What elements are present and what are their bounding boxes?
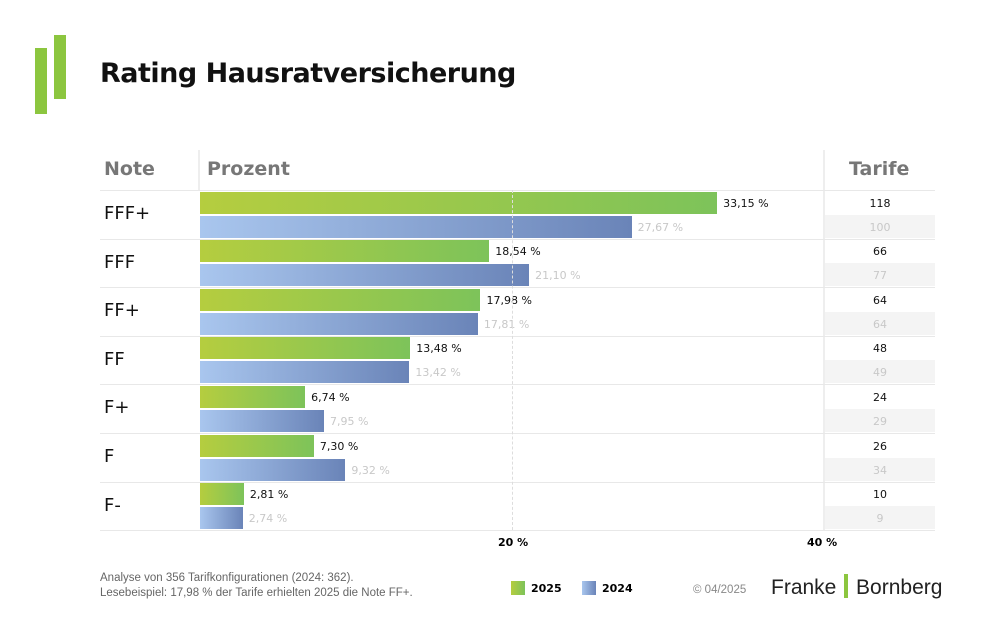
tarife-count: 77: [873, 269, 887, 283]
note-label: FF+: [104, 300, 140, 322]
bar-2024: [200, 215, 632, 238]
brand-bar: [844, 574, 849, 598]
bar-2024: [200, 312, 478, 335]
tarife-row-bg: [825, 457, 935, 481]
row-divider: [100, 384, 935, 386]
tarife-row-bg: [825, 263, 935, 287]
data-label: 17,98 %: [486, 293, 532, 307]
data-label: 6,74 %: [311, 390, 350, 404]
data-label: 13,42 %: [415, 366, 461, 380]
footnote-line: Analyse von 356 Tarifkonfigurationen (20…: [100, 572, 354, 584]
bar-2025: [200, 288, 481, 311]
bar-2024: [200, 507, 243, 530]
bar-2025: [200, 191, 718, 214]
bar-2025: [200, 337, 411, 360]
bar-2025: [200, 483, 244, 506]
page-title: Rating Hausratversicherung: [100, 58, 516, 89]
bar-2025: [200, 434, 314, 457]
logo-mark: [35, 48, 47, 114]
legend-swatch-2024: [582, 581, 596, 595]
tarife-count: 26: [873, 439, 887, 453]
note-label: FFF+: [104, 203, 151, 224]
data-label: 2,81 %: [249, 488, 289, 502]
tarife-row-bg: [825, 360, 935, 384]
column-header-percent: Prozent: [207, 158, 290, 180]
data-label: 9,32 %: [351, 463, 390, 477]
data-label: 33,15 %: [723, 196, 769, 210]
tarife-count: 10: [873, 488, 887, 502]
legend-label: 2025: [531, 582, 562, 595]
bar-2024: [200, 361, 410, 384]
divider: [823, 150, 825, 530]
footnote: Analyse von 356 Tarifkonfigurationen (20…: [100, 571, 413, 601]
brand-right: Bornberg: [856, 576, 943, 599]
bar-2024: [200, 409, 325, 432]
note-label: F-: [104, 494, 121, 516]
note-label: FFF: [104, 251, 136, 273]
tarife-row-bg: [825, 408, 935, 432]
row-divider: [100, 287, 935, 289]
brand-logo: Franke Bornberg: [771, 574, 942, 600]
tarife-count: 34: [873, 463, 887, 477]
row-divider: [100, 530, 935, 532]
row-divider: [100, 433, 935, 434]
bar-2024: [200, 264, 530, 287]
brand-left: Franke: [771, 576, 837, 599]
tarife-count: 49: [873, 366, 887, 380]
tarife-count: 9: [876, 512, 884, 526]
column-header-note: Note: [104, 158, 155, 180]
tarife-row-bg: [825, 311, 935, 335]
bar-2025: [200, 385, 306, 408]
row-divider: [100, 190, 935, 191]
data-label: 7,30 %: [319, 439, 359, 453]
note-label: FF: [104, 348, 125, 370]
data-label: 21,10 %: [535, 269, 581, 283]
footnote-line: Lesebeispiel: 17,98 % der Tarife erhielt…: [100, 587, 413, 599]
tarife-count: 48: [873, 342, 887, 356]
data-label: 13,48 %: [416, 342, 462, 356]
row-divider: [100, 481, 935, 483]
tarife-count: 24: [873, 390, 887, 404]
tarife-count: 100: [869, 220, 891, 234]
note-label: F+: [104, 397, 130, 419]
gridline-20: [512, 190, 513, 530]
row-divider: [100, 335, 935, 337]
logo-mark-2: [54, 35, 66, 99]
divider: [198, 150, 200, 190]
tarife-count: 118: [869, 196, 891, 210]
tarife-row-bg: [825, 214, 935, 238]
data-label: 2,74 %: [248, 512, 288, 526]
data-label: 7,95 %: [330, 414, 369, 428]
copyright: © 04/2025: [693, 584, 747, 596]
data-label: 27,67 %: [637, 220, 684, 234]
row-divider: [100, 238, 935, 240]
data-label: 17,81 %: [483, 317, 530, 331]
column-header-tarife: Tarife: [849, 158, 910, 180]
legend-swatch-2025: [511, 581, 525, 595]
x-tick-label: 20 %: [498, 536, 529, 549]
tarife-count: 29: [873, 414, 887, 428]
bar-2025: [200, 240, 490, 263]
tarife-count: 66: [873, 245, 887, 259]
tarife-count: 64: [873, 293, 887, 307]
note-label: F: [104, 446, 115, 467]
legend-label: 2024: [602, 582, 633, 595]
data-label: 18,54 %: [495, 245, 541, 259]
tarife-count: 64: [873, 317, 887, 331]
x-tick-label: 40 %: [807, 536, 838, 549]
tarife-row-bg: [825, 506, 935, 530]
bar-2024: [200, 458, 346, 481]
